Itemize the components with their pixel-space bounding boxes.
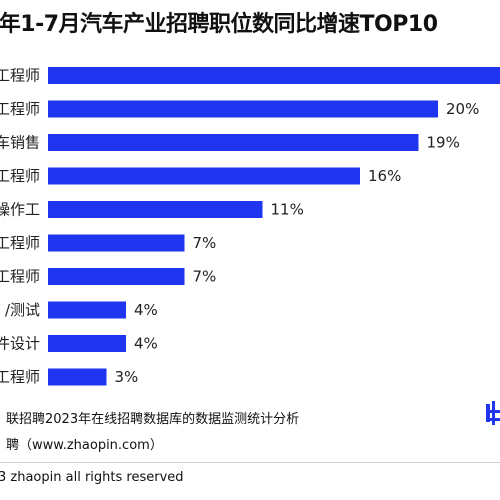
bar bbox=[48, 201, 263, 218]
category-label: 操作工 bbox=[0, 201, 40, 219]
footer-source-text: 联招聘2023年在线招聘数据库的数据监测统计分析 bbox=[6, 412, 300, 427]
bar bbox=[48, 234, 185, 252]
category-label: /测试 bbox=[5, 301, 40, 319]
bar bbox=[48, 167, 360, 185]
value-label: 3% bbox=[115, 368, 139, 386]
category-label: 工程师 bbox=[0, 368, 40, 386]
footer-copyright-text: 3 zhaopin all rights reserved bbox=[0, 470, 184, 485]
category-label: 工程师 bbox=[0, 268, 40, 286]
bar bbox=[48, 100, 438, 118]
value-label: 11% bbox=[271, 201, 304, 219]
value-label: 19% bbox=[427, 134, 460, 152]
footer-divider bbox=[0, 462, 500, 463]
bar bbox=[48, 368, 107, 386]
bar bbox=[48, 67, 500, 84]
value-label: 20% bbox=[446, 100, 479, 118]
category-label: 工程师 bbox=[0, 167, 40, 185]
category-label: 工程师 bbox=[0, 100, 40, 118]
value-label: 4% bbox=[134, 301, 158, 319]
zhaopin-logo bbox=[486, 398, 500, 428]
value-label: 16% bbox=[368, 167, 401, 185]
chart-title: 3年1-7月汽车产业招聘职位数同比增速TOP10 bbox=[0, 12, 438, 37]
bar bbox=[48, 301, 126, 319]
bar bbox=[48, 335, 126, 352]
value-label: 7% bbox=[193, 268, 217, 286]
category-label: 件设计 bbox=[0, 335, 40, 353]
category-label: 工程师 bbox=[0, 234, 40, 252]
category-label: 工程师 bbox=[0, 67, 40, 85]
value-label: 7% bbox=[193, 234, 217, 252]
bar bbox=[48, 268, 185, 285]
bar bbox=[48, 134, 419, 151]
footer-website-text: 聘（www.zhaopin.com） bbox=[6, 438, 163, 453]
category-label: 车销售 bbox=[0, 134, 40, 152]
value-label: 4% bbox=[134, 335, 158, 353]
